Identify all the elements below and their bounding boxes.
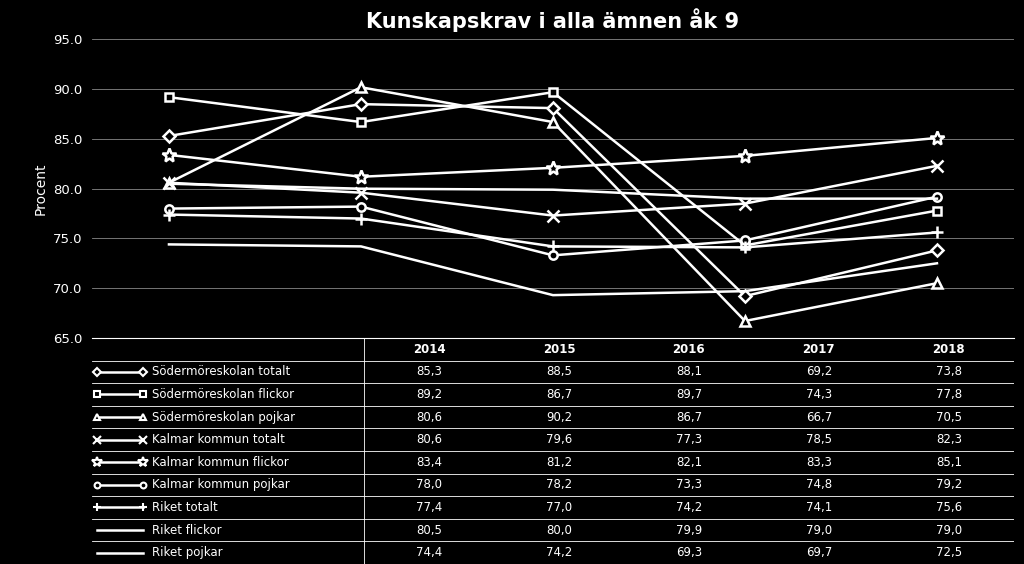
- Text: Riket flickor: Riket flickor: [152, 523, 221, 536]
- Text: 82,3: 82,3: [936, 433, 962, 446]
- Text: 74,3: 74,3: [806, 388, 831, 401]
- Text: 73,3: 73,3: [676, 478, 701, 491]
- Text: 83,4: 83,4: [416, 456, 442, 469]
- Text: 2017: 2017: [803, 343, 836, 356]
- Text: 74,4: 74,4: [416, 546, 442, 559]
- Text: 70,5: 70,5: [936, 411, 962, 424]
- Text: 80,5: 80,5: [416, 523, 442, 536]
- Text: Södermöreskolan totalt: Södermöreskolan totalt: [152, 365, 291, 378]
- Text: Kalmar kommun totalt: Kalmar kommun totalt: [152, 433, 285, 446]
- Text: 69,3: 69,3: [676, 546, 702, 559]
- Text: 88,1: 88,1: [676, 365, 701, 378]
- Text: 2018: 2018: [933, 343, 965, 356]
- Text: 89,7: 89,7: [676, 388, 702, 401]
- Text: 90,2: 90,2: [546, 411, 572, 424]
- Text: 79,6: 79,6: [546, 433, 572, 446]
- Text: 73,8: 73,8: [936, 365, 962, 378]
- Text: Södermöreskolan flickor: Södermöreskolan flickor: [152, 388, 294, 401]
- Text: 80,6: 80,6: [416, 433, 442, 446]
- Text: 74,1: 74,1: [806, 501, 831, 514]
- Text: 74,2: 74,2: [676, 501, 702, 514]
- Text: 79,9: 79,9: [676, 523, 702, 536]
- Text: 2016: 2016: [673, 343, 706, 356]
- Text: 2014: 2014: [413, 343, 445, 356]
- Text: 80,0: 80,0: [546, 523, 571, 536]
- Text: 88,5: 88,5: [546, 365, 571, 378]
- Text: 89,2: 89,2: [416, 388, 442, 401]
- Text: 82,1: 82,1: [676, 456, 702, 469]
- Text: 77,8: 77,8: [936, 388, 962, 401]
- Text: Riket pojkar: Riket pojkar: [152, 546, 222, 559]
- Text: 72,5: 72,5: [936, 546, 962, 559]
- Text: 75,6: 75,6: [936, 501, 962, 514]
- Text: 80,6: 80,6: [416, 411, 442, 424]
- Text: 69,2: 69,2: [806, 365, 831, 378]
- Text: 79,0: 79,0: [936, 523, 962, 536]
- Text: Riket totalt: Riket totalt: [152, 501, 218, 514]
- Text: 85,3: 85,3: [416, 365, 442, 378]
- Text: 86,7: 86,7: [676, 411, 702, 424]
- Text: 79,2: 79,2: [936, 478, 962, 491]
- Text: 85,1: 85,1: [936, 456, 962, 469]
- Text: 74,2: 74,2: [546, 546, 572, 559]
- Text: Södermöreskolan pojkar: Södermöreskolan pojkar: [152, 411, 295, 424]
- Text: 77,4: 77,4: [416, 501, 442, 514]
- Text: 2015: 2015: [543, 343, 575, 356]
- Text: 81,2: 81,2: [546, 456, 572, 469]
- Text: 69,7: 69,7: [806, 546, 831, 559]
- Text: Kalmar kommun flickor: Kalmar kommun flickor: [152, 456, 289, 469]
- Text: 79,0: 79,0: [806, 523, 831, 536]
- Text: 66,7: 66,7: [806, 411, 831, 424]
- Text: 77,0: 77,0: [546, 501, 572, 514]
- Y-axis label: Procent: Procent: [34, 162, 47, 215]
- Text: 77,3: 77,3: [676, 433, 702, 446]
- Title: Kunskapskrav i alla ämnen åk 9: Kunskapskrav i alla ämnen åk 9: [367, 8, 739, 32]
- Text: 78,0: 78,0: [416, 478, 442, 491]
- Text: 74,8: 74,8: [806, 478, 831, 491]
- Text: 78,2: 78,2: [546, 478, 572, 491]
- Text: Kalmar kommun pojkar: Kalmar kommun pojkar: [152, 478, 290, 491]
- Text: 86,7: 86,7: [546, 388, 572, 401]
- Text: 78,5: 78,5: [806, 433, 831, 446]
- Text: 83,3: 83,3: [806, 456, 831, 469]
